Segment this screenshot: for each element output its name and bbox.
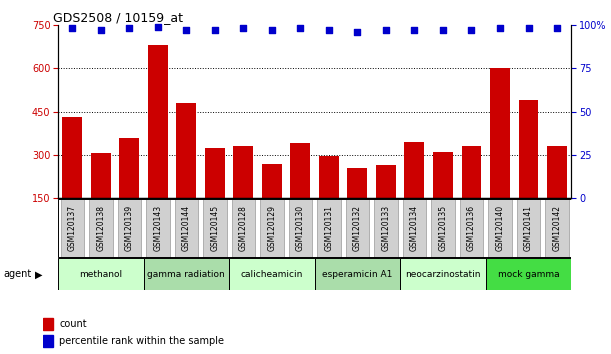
Text: GSM120133: GSM120133	[381, 205, 390, 251]
Bar	[91, 153, 111, 198]
Bar	[319, 156, 339, 198]
Bar	[547, 146, 567, 198]
FancyBboxPatch shape	[260, 199, 284, 257]
Bar	[144, 258, 229, 290]
Bar	[376, 165, 396, 198]
Bar	[58, 258, 144, 290]
FancyBboxPatch shape	[431, 199, 455, 257]
Bar	[461, 146, 481, 198]
Text: GSM120129: GSM120129	[268, 205, 276, 251]
Point	[210, 27, 220, 33]
FancyBboxPatch shape	[118, 199, 141, 257]
Text: GSM120141: GSM120141	[524, 205, 533, 251]
Point	[381, 27, 391, 33]
Text: count: count	[59, 319, 87, 329]
Text: GSM120128: GSM120128	[239, 205, 248, 251]
Bar	[233, 146, 254, 198]
FancyBboxPatch shape	[203, 199, 227, 257]
FancyBboxPatch shape	[546, 199, 569, 257]
Point	[125, 25, 134, 31]
Bar	[119, 137, 139, 198]
Bar	[43, 318, 53, 330]
Text: GDS2508 / 10159_at: GDS2508 / 10159_at	[53, 11, 183, 24]
Point	[67, 25, 77, 31]
Text: GSM120145: GSM120145	[210, 205, 219, 251]
Text: percentile rank within the sample: percentile rank within the sample	[59, 336, 224, 346]
Bar	[205, 148, 225, 198]
Text: GSM120134: GSM120134	[410, 205, 419, 251]
Bar	[519, 100, 538, 198]
Bar	[315, 258, 400, 290]
FancyBboxPatch shape	[403, 199, 426, 257]
Bar	[148, 45, 168, 198]
Point	[552, 25, 562, 31]
Bar	[486, 258, 571, 290]
Bar	[290, 143, 310, 198]
Point	[467, 27, 477, 33]
FancyBboxPatch shape	[517, 199, 540, 257]
Bar	[348, 168, 367, 198]
Bar	[229, 258, 315, 290]
FancyBboxPatch shape	[175, 199, 198, 257]
FancyBboxPatch shape	[375, 199, 398, 257]
Point	[438, 27, 448, 33]
FancyBboxPatch shape	[346, 199, 369, 257]
Text: GSM120130: GSM120130	[296, 205, 305, 251]
Text: agent: agent	[3, 269, 31, 279]
Text: GSM120135: GSM120135	[439, 205, 447, 251]
Point	[353, 29, 362, 35]
Point	[524, 25, 533, 31]
Text: GSM120143: GSM120143	[153, 205, 163, 251]
Point	[324, 27, 334, 33]
Point	[495, 25, 505, 31]
Point	[238, 25, 248, 31]
FancyBboxPatch shape	[460, 199, 483, 257]
Text: neocarzinostatin: neocarzinostatin	[405, 270, 481, 279]
Point	[181, 27, 191, 33]
Text: GSM120132: GSM120132	[353, 205, 362, 251]
Text: methanol: methanol	[79, 270, 122, 279]
Point	[296, 25, 306, 31]
FancyBboxPatch shape	[146, 199, 169, 257]
Bar	[43, 335, 53, 347]
Bar	[400, 258, 486, 290]
Text: GSM120137: GSM120137	[68, 205, 77, 251]
FancyBboxPatch shape	[60, 199, 84, 257]
Text: GSM120136: GSM120136	[467, 205, 476, 251]
FancyBboxPatch shape	[232, 199, 255, 257]
Text: ▶: ▶	[35, 269, 42, 279]
Point	[409, 27, 419, 33]
Bar	[433, 152, 453, 198]
FancyBboxPatch shape	[488, 199, 511, 257]
Point	[96, 27, 106, 33]
Text: GSM120144: GSM120144	[182, 205, 191, 251]
Text: GSM120138: GSM120138	[97, 205, 105, 251]
Bar	[404, 142, 425, 198]
Text: gamma radiation: gamma radiation	[147, 270, 225, 279]
Text: calicheamicin: calicheamicin	[241, 270, 303, 279]
FancyBboxPatch shape	[289, 199, 312, 257]
Bar	[177, 103, 196, 198]
FancyBboxPatch shape	[317, 199, 340, 257]
Bar	[490, 68, 510, 198]
Text: esperamicin A1: esperamicin A1	[322, 270, 393, 279]
Bar	[262, 164, 282, 198]
Text: GSM120139: GSM120139	[125, 205, 134, 251]
Point	[267, 27, 277, 33]
FancyBboxPatch shape	[89, 199, 112, 257]
Text: mock gamma: mock gamma	[498, 270, 559, 279]
Text: GSM120142: GSM120142	[552, 205, 562, 251]
Text: GSM120140: GSM120140	[496, 205, 505, 251]
Bar	[62, 117, 82, 198]
Text: GSM120131: GSM120131	[324, 205, 334, 251]
Point	[153, 24, 163, 29]
